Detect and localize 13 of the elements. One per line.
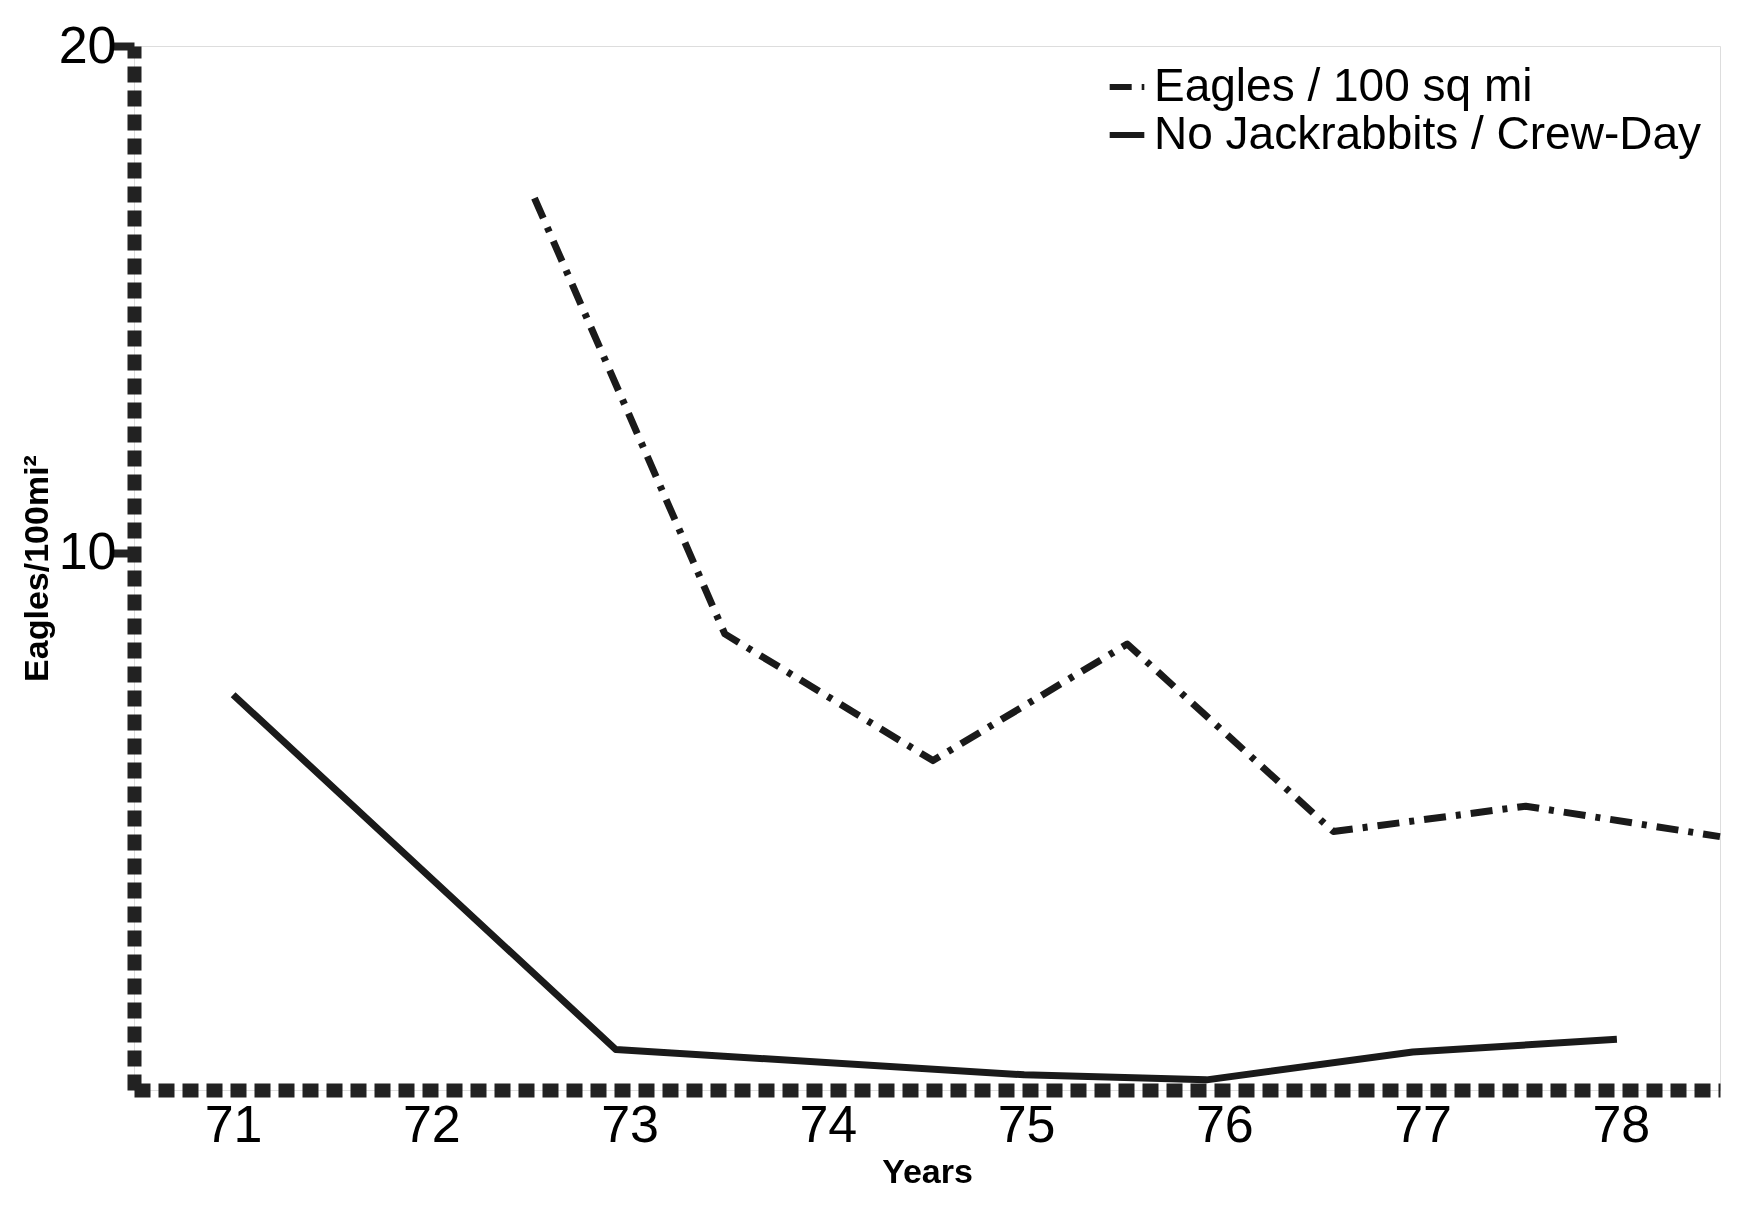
y-axis-title: Eagles/100mi²: [16, 455, 55, 682]
x-tick-label: 77: [1394, 1094, 1453, 1153]
x-tick-label: 76: [1195, 1094, 1254, 1153]
x-tick-label: 71: [204, 1094, 263, 1153]
x-tick-label: 73: [601, 1094, 660, 1153]
x-tick-label: 78: [1592, 1094, 1651, 1153]
x-axis-title: Years: [882, 1151, 973, 1190]
x-tick-label: 74: [799, 1094, 858, 1153]
x-tick-label: 75: [997, 1094, 1056, 1153]
y-tick-label: 10: [58, 522, 117, 581]
x-tick-label: 72: [402, 1094, 461, 1153]
legend-label: Eagles / 100 sq mi: [1154, 59, 1533, 111]
y-tick-label: 20: [58, 15, 117, 74]
